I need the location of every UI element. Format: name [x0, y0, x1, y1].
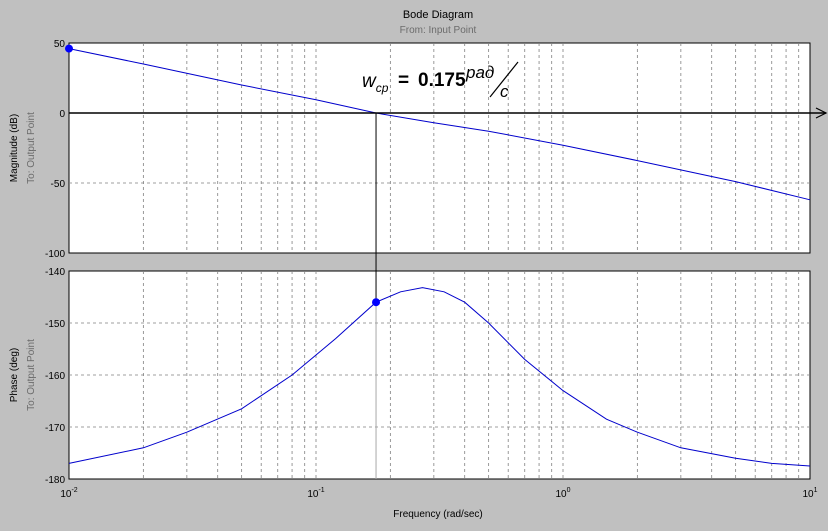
annotation-unit-slash: [489, 61, 519, 98]
annotation-symbol: w: [362, 71, 377, 92]
magnitude-ylabel-output: To: Output Point: [26, 112, 37, 184]
magnitude-plot-area: [68, 42, 811, 254]
phase-ytick-label: -180: [45, 475, 65, 486]
phase-ylabel-output: To: Output Point: [26, 339, 37, 411]
phase-ytick-label: -160: [45, 371, 65, 382]
annotation-equals: =: [398, 70, 409, 91]
magnitude-ytick-label: 50: [54, 39, 66, 50]
phase-marker-point: [372, 298, 381, 307]
annotation-subscript: cp: [376, 81, 389, 95]
phase-ytick-label: -140: [45, 267, 65, 278]
phase-ytick-label: -170: [45, 423, 65, 434]
x-axis-label: Frequency (rad/sec): [393, 509, 482, 520]
annotation-value: 0.175: [418, 70, 466, 91]
xtick-label: 10-1: [307, 487, 324, 500]
chart-title: Bode Diagram: [403, 9, 473, 21]
crossover-annotation: wcp = 0.175 рад c: [362, 61, 519, 101]
phase-panel: -140 -150 -160 -170 -180: [45, 267, 811, 486]
zero-db-arrowhead: [815, 107, 828, 119]
magnitude-marker-point: [65, 44, 73, 53]
xtick-label: 101: [802, 487, 817, 500]
magnitude-ytick-label: -100: [45, 249, 65, 260]
xtick-label: 100: [555, 487, 570, 500]
magnitude-ylabel: Magnitude (dB): [9, 114, 20, 182]
svg-text:wcp: wcp: [362, 71, 389, 95]
phase-ytick-label: -150: [45, 319, 65, 330]
xtick-label: 10-2: [60, 487, 77, 500]
magnitude-ytick-label: 0: [59, 109, 65, 120]
annotation-unit-denominator: c: [500, 82, 509, 101]
magnitude-series-line: [68, 48, 811, 201]
chart-subtitle: From: Input Point: [400, 25, 477, 36]
magnitude-ytick-label: -50: [51, 179, 66, 190]
phase-ylabel: Phase (deg): [9, 348, 20, 402]
annotation-unit-numerator: рад: [465, 63, 494, 82]
phase-series-line: [68, 287, 811, 467]
magnitude-panel: 50 0 -50 -100: [45, 39, 811, 260]
phase-plot-area: [68, 270, 811, 480]
